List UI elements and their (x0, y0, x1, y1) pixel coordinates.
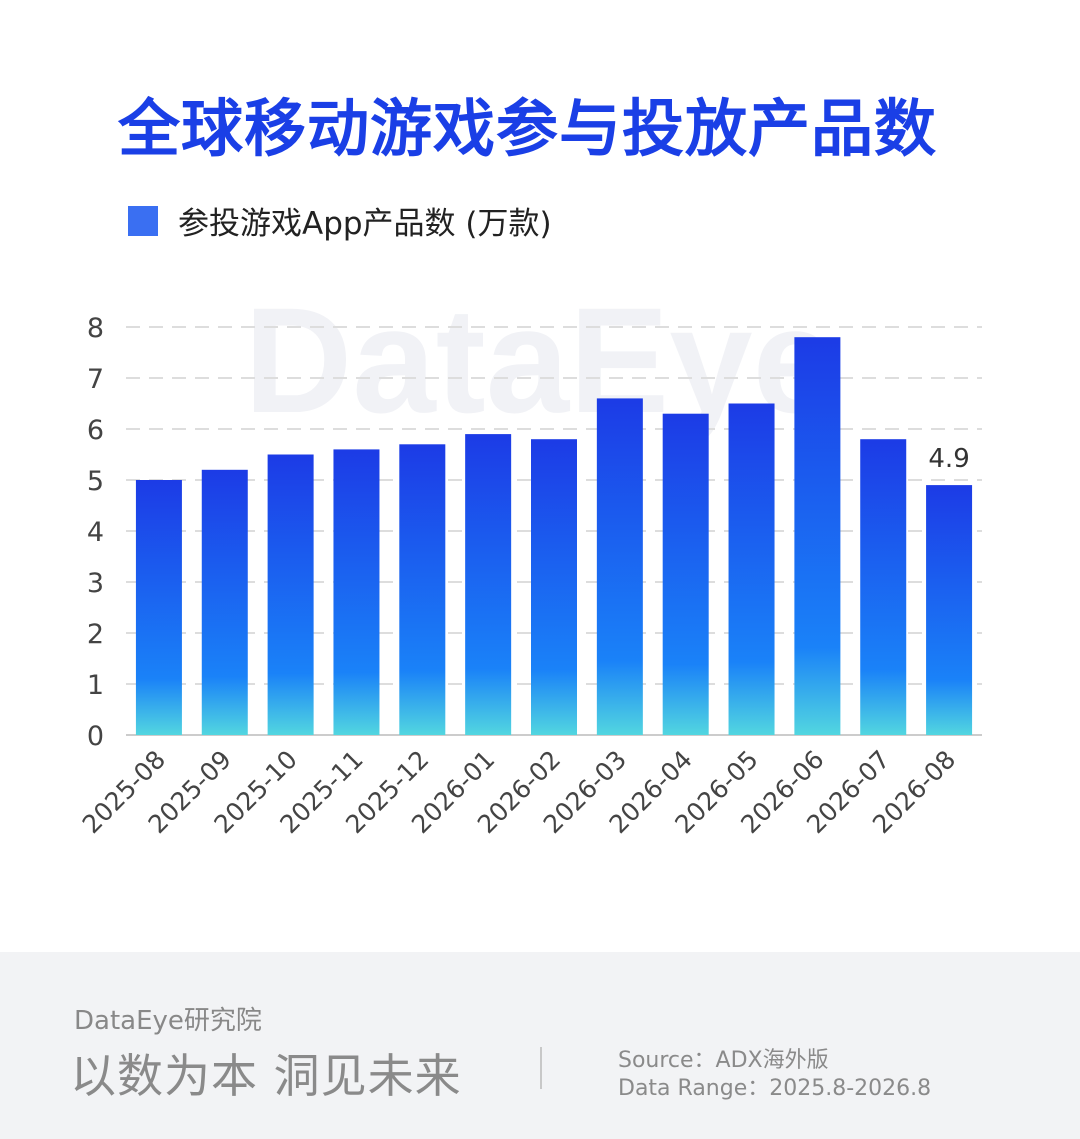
legend-swatch (128, 205, 158, 236)
bar-2026-02 (531, 439, 577, 735)
bar-2025-09 (201, 469, 248, 735)
bar-2025-11 (333, 449, 380, 735)
y-tick-label: 4 (87, 517, 104, 548)
footer-brand: DataEye研究院 (74, 1006, 262, 1036)
y-tick-label: 0 (87, 721, 104, 752)
y-tick-label: 1 (87, 670, 104, 701)
chart-title: 全球移动游戏参与投放产品数 (118, 92, 938, 165)
data-label: 4.9 (928, 444, 969, 474)
footer-slogan: 以数为本 洞见未来 (70, 1049, 462, 1103)
bar-2026-01 (465, 434, 512, 735)
y-tick-label: 5 (87, 466, 104, 497)
y-tick-label: 6 (87, 415, 104, 446)
y-tick-label: 2 (87, 619, 104, 650)
bar-2025-10 (267, 454, 314, 735)
legend: 参投游戏App产品数 (万款) (128, 198, 552, 243)
y-tick-label: 7 (87, 364, 104, 395)
footer-source: Source：ADX海外版 (618, 1048, 829, 1073)
y-tick-label: 8 (87, 313, 104, 344)
legend-label: 参投游戏App产品数 (万款) (178, 206, 552, 242)
bar-2026-04 (662, 413, 709, 735)
y-tick-label: 3 (87, 568, 104, 599)
bar-2026-05 (728, 403, 775, 735)
bar-2026-08 (926, 485, 973, 735)
bar-2025-12 (399, 444, 446, 735)
bar-2026-03 (596, 398, 643, 735)
bar-2026-06 (794, 337, 841, 735)
footer-range: Data Range：2025.8-2026.8 (618, 1076, 932, 1101)
footer: DataEye研究院 以数为本 洞见未来 Source：ADX海外版 Data … (0, 952, 1080, 1139)
bar-2026-07 (860, 439, 907, 735)
footer-divider (540, 1047, 542, 1089)
bar-2025-08 (135, 480, 182, 735)
